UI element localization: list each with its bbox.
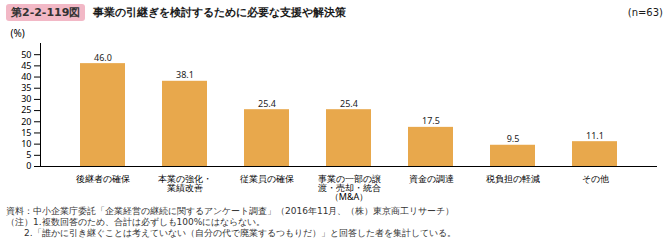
svg-text:25.4: 25.4: [340, 97, 358, 110]
svg-text:25: 25: [21, 103, 31, 116]
svg-text:(%): (%): [11, 26, 25, 40]
html-text:(n=63): (n=63): [627, 6, 663, 18]
svg-text:0: 0: [26, 159, 31, 172]
svg-text:従業員の確保: 従業員の確保: [240, 172, 294, 185]
svg-text:25.4: 25.4: [258, 97, 276, 110]
svg-text:15: 15: [21, 126, 31, 139]
svg-text:9.5: 9.5: [507, 132, 520, 145]
svg-text:後継者の確保: 後継者の確保: [76, 172, 130, 185]
html-text:第2-2-119図: 第2-2-119図: [11, 5, 81, 19]
svg-text:本業の強化・業績改善: 本業の強化・業績改善: [158, 172, 212, 194]
svg-text:40: 40: [21, 70, 31, 83]
svg-text:その他: その他: [582, 172, 609, 185]
html-text:資料：中小企業庁委託「企業経営の継続に関するアンケート調査」: 資料：中小企業庁委託「企業経営の継続に関するアンケート調査」（2016年11月、…: [6, 206, 455, 216]
svg-text:45: 45: [21, 59, 31, 72]
svg-text:20: 20: [21, 115, 31, 128]
svg-text:5: 5: [26, 148, 31, 161]
svg-text:35: 35: [21, 81, 31, 94]
svg-text:30: 30: [21, 92, 31, 105]
svg-text:11.1: 11.1: [586, 129, 604, 142]
svg-text:事業の一部の譲渡・売却・統合（M&A）: 事業の一部の譲渡・売却・統合（M&A）: [318, 172, 381, 203]
svg-text:資金の調達: 資金の調達: [409, 172, 454, 185]
svg-text:46.0: 46.0: [94, 51, 112, 64]
svg-text:17.5: 17.5: [422, 114, 440, 127]
html-text:（注）1.複数回答のため、合計は必ずしも100%にはならない: （注）1.複数回答のため、合計は必ずしも100%にはならない。: [6, 217, 266, 227]
html-text:事業の引継ぎを検討するために必要な支援や解決策: 事業の引継ぎを検討するために必要な支援や解決策: [93, 5, 347, 19]
svg-text:38.1: 38.1: [176, 68, 194, 81]
svg-text:税負担の軽減: 税負担の軽減: [486, 172, 540, 185]
svg-text:50: 50: [21, 48, 31, 61]
html-text:2.「誰かに引き継ぐことは考えていない（自分の代で廃業するつ: 2.「誰かに引き継ぐことは考えていない（自分の代で廃業するつもりだ）」と回答した…: [6, 228, 456, 238]
svg-text:10: 10: [21, 137, 31, 150]
